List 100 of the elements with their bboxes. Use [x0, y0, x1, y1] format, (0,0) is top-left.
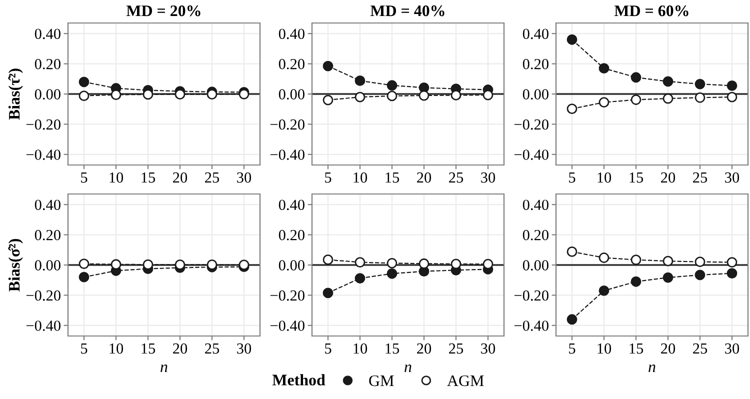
- y-tick-label: 0.40: [522, 200, 548, 210]
- point: [206, 259, 218, 270]
- point: [662, 272, 674, 283]
- y-tick-label: −0.40: [26, 150, 60, 160]
- point: [354, 273, 366, 284]
- y-tick-label: 0.40: [278, 28, 304, 40]
- y-tick-label: 0.40: [34, 28, 60, 40]
- y-tick-label: −0.20: [514, 119, 548, 130]
- x-tick-label: 15: [386, 343, 400, 354]
- legend-title: Method: [272, 374, 326, 386]
- point: [354, 257, 366, 268]
- x-tick-label: 30: [237, 172, 252, 183]
- point: [78, 90, 90, 102]
- point: [598, 97, 610, 108]
- y-tick-label: 0.40: [34, 200, 60, 210]
- point: [450, 258, 462, 270]
- y-tick-label: 0.20: [34, 58, 60, 70]
- x-tick-label: 15: [630, 172, 644, 183]
- x-tick-label: 5: [81, 172, 88, 183]
- x-tick-label: 15: [142, 172, 156, 183]
- y-axis-title: Bias(τ̂²): [8, 68, 23, 120]
- x-tick-label: 20: [173, 343, 188, 354]
- y-tick-label: 0.20: [278, 230, 304, 240]
- x-tick-label: 25: [205, 343, 220, 354]
- point: [662, 93, 674, 104]
- y-tick-label: −0.20: [270, 290, 304, 301]
- x-tick-label: 25: [205, 172, 220, 183]
- point: [78, 258, 90, 269]
- x-tick-label: 30: [725, 343, 740, 354]
- y-tick-label: −0.20: [26, 119, 60, 130]
- point: [694, 256, 706, 268]
- x-tick-label: 30: [237, 343, 252, 354]
- point: [386, 258, 398, 268]
- point: [566, 104, 578, 114]
- x-tick-label: 20: [661, 343, 676, 354]
- x-tick-label: 20: [417, 343, 432, 354]
- point: [630, 254, 642, 266]
- x-tick-label: 15: [630, 343, 644, 354]
- point: [174, 89, 186, 100]
- point: [726, 92, 738, 102]
- y-tick-label: 0.00: [278, 89, 304, 100]
- point: [354, 92, 366, 102]
- point: [694, 92, 706, 103]
- y-tick-label: 0.20: [522, 230, 548, 240]
- x-tick-label: 5: [569, 172, 576, 183]
- point: [566, 314, 578, 325]
- x-axis-title: n: [160, 364, 168, 372]
- point: [726, 80, 738, 91]
- y-tick-label: −0.40: [514, 320, 548, 331]
- y-tick-label: 0.20: [522, 58, 548, 70]
- point: [322, 94, 334, 106]
- y-tick-label: −0.40: [270, 320, 304, 331]
- x-tick-label: 15: [142, 343, 156, 354]
- point: [482, 258, 494, 270]
- y-tick-label: −0.40: [26, 320, 60, 331]
- point: [78, 76, 90, 88]
- point: [386, 268, 398, 279]
- x-tick-label: 10: [598, 343, 612, 354]
- y-tick-label: 0.00: [34, 260, 60, 271]
- point: [598, 252, 610, 263]
- point: [322, 60, 334, 72]
- point: [322, 288, 334, 298]
- point: [110, 90, 122, 100]
- legend-label: AGM: [447, 375, 484, 386]
- x-tick-label: 10: [598, 172, 612, 183]
- point: [206, 89, 218, 100]
- x-tick-label: 5: [569, 344, 576, 354]
- x-tick-label: 20: [661, 172, 676, 183]
- x-tick-label: 25: [693, 343, 708, 354]
- legend-label: GM: [369, 375, 394, 386]
- x-tick-label: 15: [386, 172, 400, 183]
- y-tick-label: −0.20: [514, 290, 548, 301]
- chart-title: MD = 40%: [370, 5, 444, 16]
- x-tick-label: 30: [481, 343, 496, 354]
- point: [694, 78, 706, 90]
- y-tick-label: −0.40: [270, 150, 304, 160]
- point: [482, 90, 494, 100]
- x-tick-label: 5: [325, 344, 332, 354]
- point: [418, 258, 430, 269]
- chart-title: MD = 60%: [614, 5, 688, 16]
- point: [566, 34, 578, 45]
- point: [662, 76, 674, 87]
- point: [566, 246, 578, 257]
- chart-title: MD = 20%: [126, 5, 200, 16]
- y-tick-label: −0.40: [514, 150, 548, 160]
- y-tick-label: 0.20: [278, 58, 304, 70]
- point: [418, 90, 430, 101]
- point: [630, 276, 642, 287]
- y-tick-label: 0.00: [522, 260, 548, 271]
- y-tick-label: 0.00: [522, 89, 548, 100]
- point: [354, 76, 366, 86]
- point: [598, 63, 610, 74]
- x-tick-label: 20: [173, 172, 188, 183]
- y-axis-title: Bias(σ̂²): [8, 239, 23, 292]
- point: [142, 259, 154, 270]
- x-tick-label: 5: [81, 344, 88, 354]
- y-tick-label: 0.20: [34, 230, 60, 240]
- x-tick-label: 30: [725, 172, 740, 183]
- point: [174, 259, 186, 270]
- point: [322, 254, 334, 265]
